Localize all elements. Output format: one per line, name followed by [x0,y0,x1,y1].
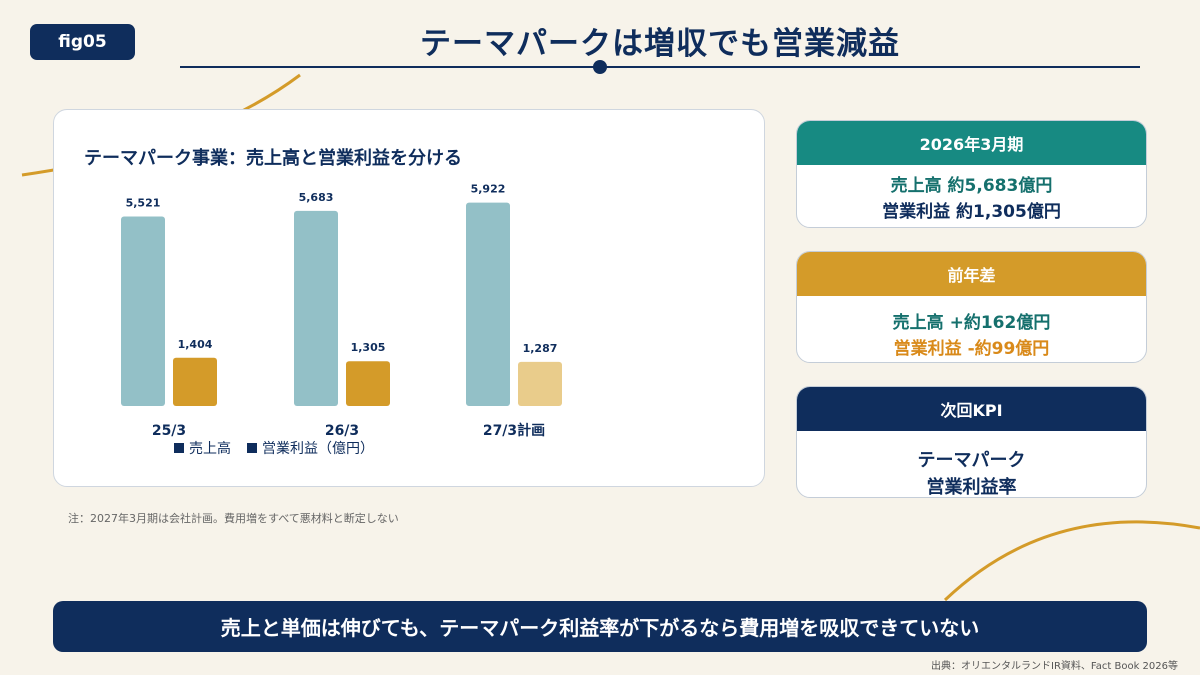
kpi-card-yoy: 前年差 売上高 +約162億円 営業利益 -約99億円 [796,251,1147,363]
bar-profit [346,361,390,406]
kpi-yoy-profit: 営業利益 -約99億円 [893,339,1050,359]
kpi-yoy-header: 前年差 [797,252,1146,296]
bar-sales [121,216,165,406]
bar-sales [294,210,338,406]
x-tick-label: 25/3 [152,423,186,439]
data-label-profit: 1,287 [523,342,558,355]
kpi-card-period: 2026年3月期 売上高 約5,683億円 営業利益 約1,305億円 [796,120,1147,228]
legend-label-profit: 営業利益（億円） [262,441,374,457]
kpi-next-header: 次回KPI [797,387,1146,431]
legend-item-sales: 売上高 [174,438,231,458]
data-label-sales: 5,521 [126,196,161,209]
kpi-yoy-body: 売上高 +約162億円 営業利益 -約99億円 [797,296,1146,362]
source-citation: 出典：オリエンタルランドIR資料、Fact Book 2026等 [931,661,1178,672]
legend-swatch-profit [247,443,257,453]
kpi-period-sales: 売上高 約5,683億円 [890,176,1053,196]
x-tick-label: 27/3計画 [483,422,545,439]
title-underline-dot [593,60,607,74]
kpi-next-body: テーマパーク 営業利益率 [797,431,1146,498]
kpi-period-header: 2026年3月期 [797,121,1146,165]
chart-note: 注：2027年3月期は会社計画。費用増をすべて悪材料と断定しない [68,512,399,525]
kpi-yoy-sales: 売上高 +約162億円 [892,313,1051,333]
title-underline [180,66,1140,68]
bar-sales [466,202,510,406]
page-title: テーマパークは増収でも営業減益 [420,26,900,62]
kpi-card-next: 次回KPI テーマパーク 営業利益率 [796,386,1147,498]
data-label-profit: 1,404 [178,338,213,351]
bar-profit [173,357,217,406]
chart-title: テーマパーク事業：売上高と営業利益を分ける [84,148,462,169]
data-label-sales: 5,683 [299,191,334,204]
kpi-period-body: 売上高 約5,683億円 営業利益 約1,305億円 [797,165,1146,225]
bar-chart: 5,521 1,404 25/3 5,683 1,305 26/3 5,922 1,287 27… [121,183,562,439]
data-label-profit: 1,305 [351,341,386,354]
legend-swatch-sales [174,443,184,453]
figure-tag: fig05 [30,24,135,60]
bar-profit [518,361,562,406]
legend-label-sales: 売上高 [189,441,231,457]
chart-legend: 売上高 営業利益（億円） [174,438,374,458]
x-tick-label: 26/3 [325,423,359,439]
chart-card: テーマパーク事業：売上高と営業利益を分ける 5,521 1,404 25/3 5,68… [53,109,765,487]
kpi-period-profit: 営業利益 約1,305億円 [882,202,1061,222]
legend-item-profit: 営業利益（億円） [247,438,374,458]
data-label-sales: 5,922 [471,183,506,196]
kpi-next-line2: 営業利益率 [926,477,1017,498]
conclusion-banner: 売上と単価は伸びても、テーマパーク利益率が下がるなら費用増を吸収できていない [53,601,1147,652]
kpi-next-line1: テーマパーク [917,450,1026,471]
